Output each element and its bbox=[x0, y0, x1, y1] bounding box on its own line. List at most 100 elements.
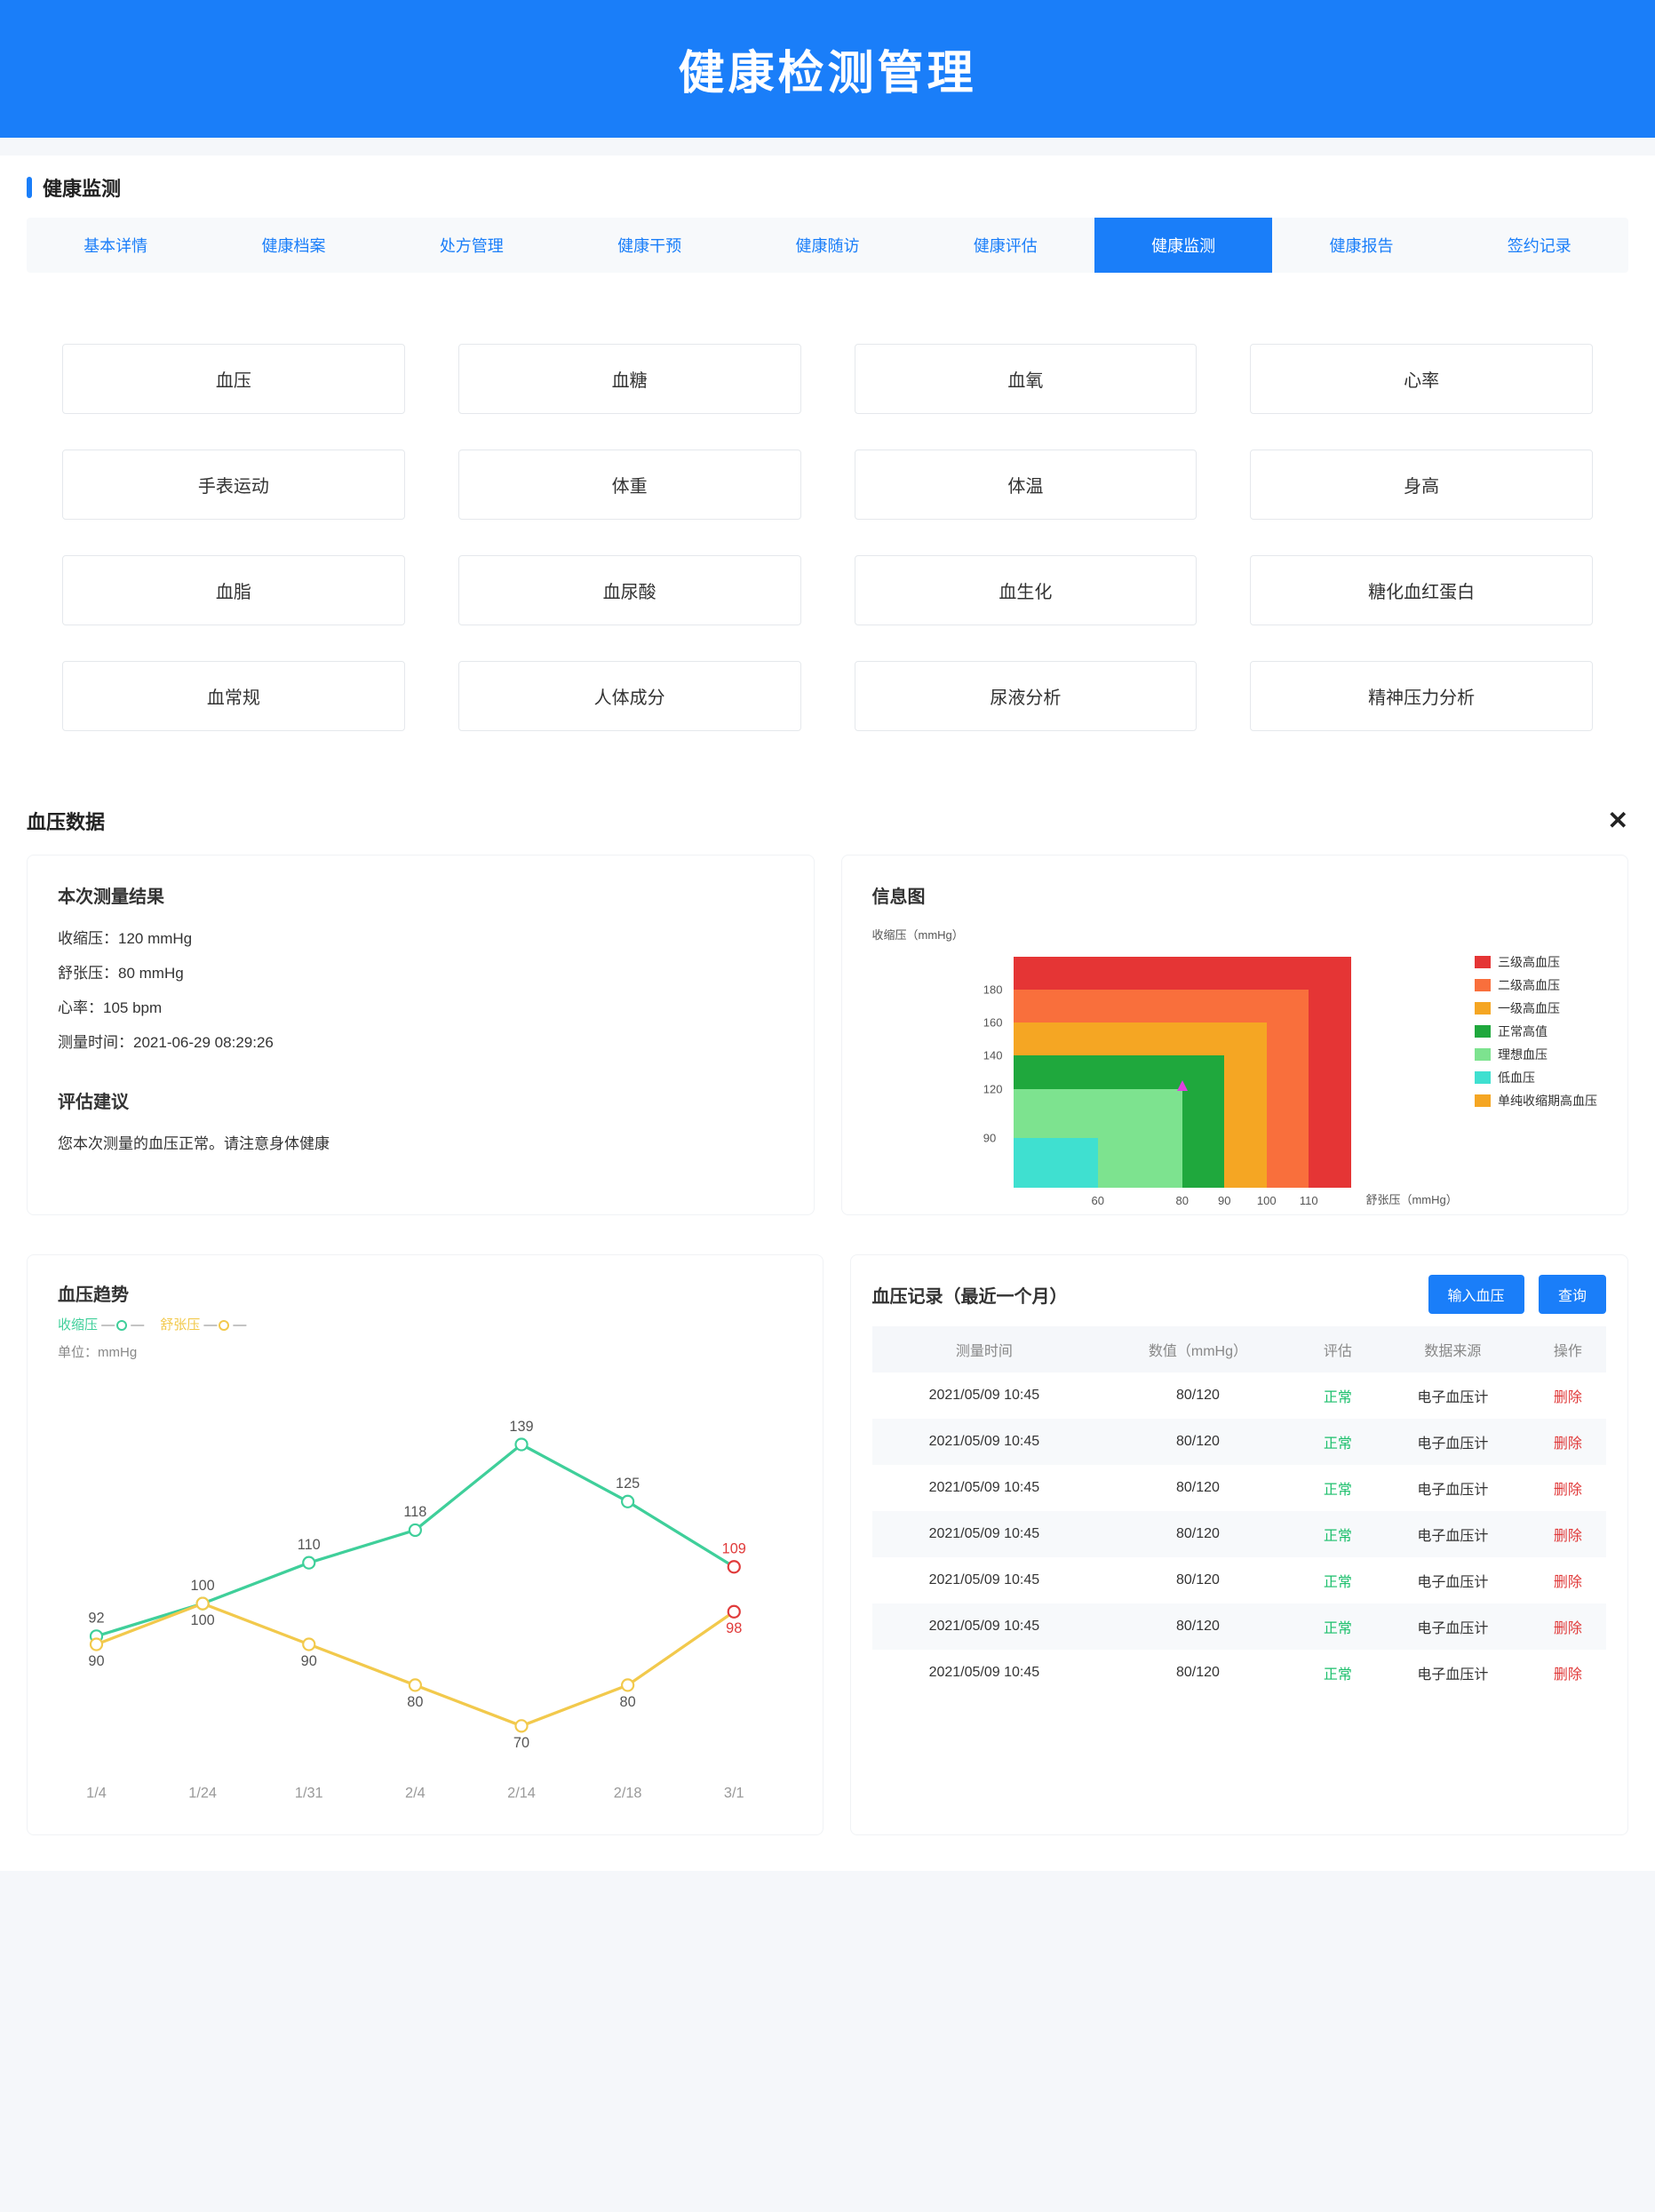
delete-link[interactable]: 删除 bbox=[1554, 1436, 1582, 1452]
legend-swatch bbox=[1475, 956, 1491, 968]
bp-result-card: 本次测量结果 收缩压：120 mmHg 舒张压：80 mmHg 心率：105 b… bbox=[27, 855, 815, 1215]
delete-link[interactable]: 删除 bbox=[1554, 1483, 1582, 1498]
cell: 2021/05/09 10:45 bbox=[872, 1603, 1097, 1650]
trend-unit: 单位：mmHg bbox=[58, 1342, 792, 1361]
records-col: 操作 bbox=[1530, 1326, 1606, 1373]
bp-y-axis-label: 收缩压（mmHg） bbox=[872, 926, 1598, 943]
records-col: 测量时间 bbox=[872, 1326, 1097, 1373]
delete-link[interactable]: 删除 bbox=[1554, 1529, 1582, 1544]
legend-label: 单纯收缩期高血压 bbox=[1498, 1092, 1597, 1110]
bp-section-header: 血压数据 ✕ bbox=[0, 784, 1655, 835]
bp-time: 测量时间：2021-06-29 08:29:26 bbox=[58, 1030, 784, 1052]
status-cell: 正常 bbox=[1300, 1465, 1376, 1511]
bp-legend: 三级高血压二级高血压一级高血压正常高值理想血压低血压单纯收缩期高血压 bbox=[1475, 948, 1597, 1188]
legend-swatch bbox=[1475, 979, 1491, 991]
table-row: 2021/05/09 10:4580/120正常电子血压计删除 bbox=[872, 1511, 1607, 1557]
tab-1[interactable]: 健康档案 bbox=[204, 218, 382, 273]
cell: 电子血压计 bbox=[1376, 1650, 1530, 1696]
table-row: 2021/05/09 10:4580/120正常电子血压计删除 bbox=[872, 1557, 1607, 1603]
metric-11[interactable]: 糖化血红蛋白 bbox=[1250, 555, 1593, 625]
delete-link[interactable]: 删除 bbox=[1554, 1575, 1582, 1590]
trend-chart: 921001101181391251099010090807080981/41/… bbox=[58, 1361, 792, 1805]
table-row: 2021/05/09 10:4580/120正常电子血压计删除 bbox=[872, 1373, 1607, 1419]
cell: 2021/05/09 10:45 bbox=[872, 1465, 1097, 1511]
tab-3[interactable]: 健康干预 bbox=[561, 218, 738, 273]
bp-hr: 心率：105 bpm bbox=[58, 995, 784, 1017]
svg-text:80: 80 bbox=[620, 1694, 636, 1710]
bp-xtick: 90 bbox=[1218, 1194, 1230, 1207]
tab-6[interactable]: 健康监测 bbox=[1094, 218, 1272, 273]
cell: 80/120 bbox=[1096, 1603, 1300, 1650]
bp-legend-item: 低血压 bbox=[1475, 1069, 1597, 1086]
tab-7[interactable]: 健康报告 bbox=[1272, 218, 1450, 273]
metric-2[interactable]: 血氧 bbox=[855, 344, 1197, 414]
metric-15[interactable]: 精神压力分析 bbox=[1250, 661, 1593, 731]
bp-info-chart-title: 信息图 bbox=[872, 882, 1598, 908]
bp-xtick: 80 bbox=[1176, 1194, 1189, 1207]
metric-13[interactable]: 人体成分 bbox=[458, 661, 801, 731]
bottom-row: 血压趋势 收缩压 ——舒张压 —— 单位：mmHg 92100110118139… bbox=[0, 1235, 1655, 1871]
legend-label: 三级高血压 bbox=[1498, 953, 1560, 971]
metric-10[interactable]: 血生化 bbox=[855, 555, 1197, 625]
bp-ytick: 90 bbox=[983, 1132, 996, 1145]
delete-link[interactable]: 删除 bbox=[1554, 1390, 1582, 1405]
bp-legend-item: 三级高血压 bbox=[1475, 953, 1597, 971]
metric-12[interactable]: 血常规 bbox=[62, 661, 405, 731]
tab-0[interactable]: 基本详情 bbox=[27, 218, 204, 273]
bp-legend-item: 正常高值 bbox=[1475, 1022, 1597, 1040]
svg-text:110: 110 bbox=[298, 1537, 321, 1553]
bp-xtick: 60 bbox=[1092, 1194, 1104, 1207]
tab-5[interactable]: 健康评估 bbox=[917, 218, 1094, 273]
tab-4[interactable]: 健康随访 bbox=[738, 218, 916, 273]
cell: 电子血压计 bbox=[1376, 1419, 1530, 1465]
svg-text:2/14: 2/14 bbox=[507, 1786, 536, 1802]
metric-6[interactable]: 体温 bbox=[855, 450, 1197, 520]
metric-9[interactable]: 血尿酸 bbox=[458, 555, 801, 625]
legend-swatch bbox=[1475, 1002, 1491, 1014]
cell: 80/120 bbox=[1096, 1465, 1300, 1511]
bp-info-chart-card: 信息图 收缩压（mmHg） 90120140160180608090100110… bbox=[841, 855, 1629, 1215]
records-col: 数据来源 bbox=[1376, 1326, 1530, 1373]
metric-1[interactable]: 血糖 bbox=[458, 344, 801, 414]
query-button[interactable]: 查询 bbox=[1539, 1275, 1606, 1314]
metric-7[interactable]: 身高 bbox=[1250, 450, 1593, 520]
records-head: 血压记录（最近一个月） 输入血压 查询 bbox=[872, 1275, 1607, 1314]
records-card: 血压记录（最近一个月） 输入血压 查询 测量时间数值（mmHg）评估数据来源操作… bbox=[850, 1254, 1629, 1835]
svg-text:100: 100 bbox=[191, 1612, 215, 1628]
cell: 2021/05/09 10:45 bbox=[872, 1650, 1097, 1696]
delete-link[interactable]: 删除 bbox=[1554, 1621, 1582, 1636]
tab-8[interactable]: 签约记录 bbox=[1451, 218, 1628, 273]
delete-link[interactable]: 删除 bbox=[1554, 1667, 1582, 1683]
bp-zones-chart: 90120140160180608090100110舒张压（mmHg） bbox=[978, 957, 1351, 1188]
bp-x-axis-label: 舒张压（mmHg） bbox=[1365, 1190, 1457, 1207]
table-row: 2021/05/09 10:4580/120正常电子血压计删除 bbox=[872, 1465, 1607, 1511]
bp-legend-item: 理想血压 bbox=[1475, 1046, 1597, 1063]
metric-14[interactable]: 尿液分析 bbox=[855, 661, 1197, 731]
bp-zone bbox=[1014, 1138, 1098, 1188]
input-bp-button[interactable]: 输入血压 bbox=[1428, 1275, 1524, 1314]
cell: 2021/05/09 10:45 bbox=[872, 1511, 1097, 1557]
legend-label: 二级高血压 bbox=[1498, 976, 1560, 994]
status-cell: 正常 bbox=[1300, 1511, 1376, 1557]
svg-text:80: 80 bbox=[407, 1694, 423, 1710]
svg-text:2/18: 2/18 bbox=[614, 1786, 642, 1802]
accent-bar bbox=[27, 177, 32, 198]
close-icon[interactable]: ✕ bbox=[1608, 806, 1628, 835]
svg-text:1/31: 1/31 bbox=[295, 1786, 323, 1802]
tab-2[interactable]: 处方管理 bbox=[383, 218, 561, 273]
records-col: 评估 bbox=[1300, 1326, 1376, 1373]
bp-advice-title: 评估建议 bbox=[58, 1087, 784, 1113]
cell: 2021/05/09 10:45 bbox=[872, 1419, 1097, 1465]
bp-advice-text: 您本次测量的血压正常。请注意身体健康 bbox=[58, 1131, 784, 1153]
cell: 80/120 bbox=[1096, 1373, 1300, 1419]
metric-5[interactable]: 体重 bbox=[458, 450, 801, 520]
metric-4[interactable]: 手表运动 bbox=[62, 450, 405, 520]
metric-0[interactable]: 血压 bbox=[62, 344, 405, 414]
table-row: 2021/05/09 10:4580/120正常电子血压计删除 bbox=[872, 1603, 1607, 1650]
metric-8[interactable]: 血脂 bbox=[62, 555, 405, 625]
svg-text:92: 92 bbox=[88, 1611, 104, 1627]
bp-systolic: 收缩压：120 mmHg bbox=[58, 926, 784, 948]
metric-3[interactable]: 心率 bbox=[1250, 344, 1593, 414]
status-cell: 正常 bbox=[1300, 1603, 1376, 1650]
monitoring-panel: 健康监测 基本详情健康档案处方管理健康干预健康随访健康评估健康监测健康报告签约记… bbox=[0, 155, 1655, 784]
